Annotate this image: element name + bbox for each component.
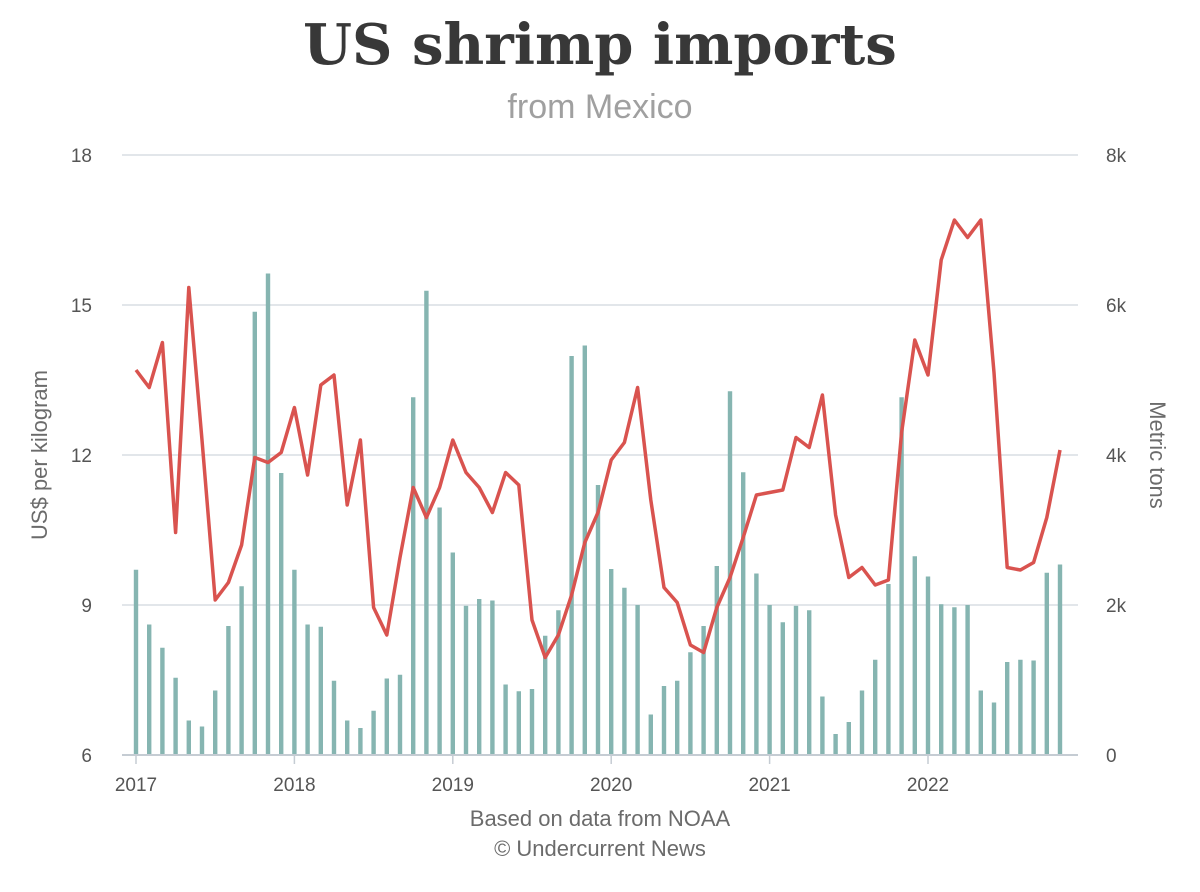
bar-series	[133, 273, 1063, 755]
y-right-tick-label: 8k	[1106, 146, 1127, 167]
bar	[569, 356, 574, 755]
footer-copyright: © Undercurrent News	[494, 836, 706, 861]
bar	[925, 576, 931, 755]
y-left-tick-label: 9	[81, 596, 92, 617]
bar	[609, 569, 614, 755]
bar	[1057, 564, 1063, 755]
bar	[556, 610, 561, 755]
bar	[899, 397, 904, 755]
bar	[411, 397, 416, 755]
axes: 6 0 9 2k 12 4k 15 6k 18 8k 2017 2018 2019 2020 2021 202…	[71, 146, 1127, 796]
bar	[846, 722, 851, 755]
bar	[714, 566, 719, 755]
bar	[437, 507, 442, 755]
bar	[688, 652, 693, 755]
bar	[147, 624, 152, 755]
y-left-tick-label: 15	[71, 296, 92, 317]
bar	[345, 720, 350, 755]
bar	[675, 680, 680, 755]
y-left-tick-label: 6	[81, 746, 92, 767]
bar	[543, 635, 548, 755]
bar	[648, 714, 653, 755]
footer-source: Based on data from NOAA	[469, 806, 731, 831]
bar	[582, 345, 587, 755]
y-right-tick-label: 4k	[1106, 446, 1127, 467]
y-left-axis-title: US$ per kilogram	[27, 370, 52, 540]
y-right-tick-label: 0	[1106, 746, 1117, 767]
bar	[186, 720, 191, 755]
bar	[133, 569, 139, 755]
bar	[807, 610, 812, 755]
x-tick-label: 2021	[748, 775, 790, 796]
bar	[252, 311, 257, 755]
bar	[595, 485, 601, 755]
bar	[424, 290, 429, 755]
bar	[199, 726, 205, 755]
bar	[384, 678, 389, 755]
bar	[1031, 660, 1036, 755]
line-series	[134, 218, 1062, 660]
bar	[358, 728, 363, 755]
bar	[859, 690, 865, 755]
chart-subtitle: from Mexico	[507, 88, 693, 126]
bar	[239, 586, 244, 755]
x-tick-label: 2022	[907, 775, 949, 796]
bar	[978, 690, 983, 755]
x-tick-label: 2017	[115, 775, 157, 796]
y-left-tick-label: 12	[71, 446, 92, 467]
bar	[213, 690, 218, 755]
y-right-axis-title: Metric tons	[1145, 401, 1170, 509]
price-line	[134, 218, 1062, 660]
bar	[450, 552, 455, 755]
bar	[279, 473, 284, 755]
y-right-tick-label: 2k	[1106, 596, 1127, 617]
bar	[622, 587, 627, 755]
bar	[1018, 659, 1023, 755]
bar	[318, 626, 323, 755]
y-right-tick-label: 6k	[1106, 296, 1127, 317]
bar	[477, 599, 482, 755]
bar	[991, 702, 997, 755]
bar	[767, 605, 772, 755]
bar	[965, 605, 970, 755]
bar	[265, 273, 271, 755]
bar	[503, 684, 508, 755]
bar	[793, 605, 799, 755]
chart-title: US shrimp imports	[303, 12, 897, 78]
bar	[305, 624, 310, 755]
bar	[173, 677, 178, 755]
bar	[912, 556, 917, 755]
x-tick-label: 2020	[590, 775, 632, 796]
bar	[886, 584, 891, 755]
bar	[952, 607, 957, 755]
bar	[516, 691, 521, 755]
bar	[292, 569, 297, 755]
bar	[1044, 572, 1049, 755]
bar	[529, 689, 535, 755]
bar	[1005, 662, 1010, 755]
y-left-tick-label: 18	[71, 146, 92, 167]
bar	[397, 674, 403, 755]
x-tick-label: 2019	[432, 775, 474, 796]
bar	[833, 734, 838, 755]
bar	[371, 710, 376, 755]
bar	[226, 626, 231, 755]
bar	[661, 686, 667, 755]
bar	[463, 605, 469, 755]
bar	[331, 680, 337, 755]
bar	[754, 573, 759, 755]
bar	[873, 659, 878, 755]
bar	[741, 472, 746, 755]
bar	[820, 696, 825, 755]
bar	[160, 647, 165, 755]
bar	[701, 626, 706, 755]
bar	[490, 600, 495, 755]
bar	[780, 622, 785, 755]
bar	[635, 605, 640, 755]
x-tick-label: 2018	[273, 775, 315, 796]
bar	[939, 604, 944, 755]
